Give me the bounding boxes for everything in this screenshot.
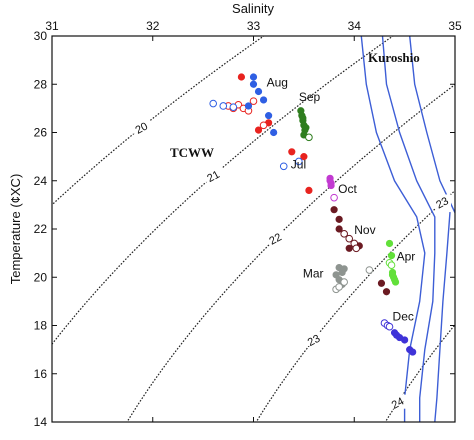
data-point <box>382 288 391 296</box>
data-point-open <box>219 102 228 110</box>
month-label-oct: Oct <box>338 182 357 196</box>
x-tick-label: 35 <box>448 19 462 33</box>
isopycnal-label-bg <box>204 167 223 182</box>
data-point <box>270 128 278 137</box>
data-point-open <box>295 157 303 166</box>
data-point <box>377 279 386 287</box>
isopycnal-label-22: 22 <box>267 231 283 247</box>
data-point <box>299 114 307 122</box>
data-point <box>265 112 273 120</box>
isopycnal-label-bg <box>266 230 285 245</box>
isopycnal-label-bg <box>304 331 323 346</box>
month-label-mar: Mar <box>303 266 324 280</box>
x-tick-label: 33 <box>247 19 261 33</box>
isopycnal-label-23: 23 <box>306 333 322 349</box>
data-point-open <box>305 133 313 142</box>
data-point-open <box>387 261 396 269</box>
month-label-nov: Nov <box>354 223 375 237</box>
isopycnal-label-23: 23 <box>434 195 450 211</box>
x-tick-label: 34 <box>348 19 362 33</box>
month-label-dec: Dec <box>393 310 414 324</box>
isopycnal-label-bg <box>132 119 151 134</box>
isopycnal-line-21 <box>52 36 395 346</box>
data-point <box>254 126 263 134</box>
data-point <box>244 102 253 110</box>
x-tick-label: 32 <box>146 19 160 33</box>
data-point <box>302 124 310 132</box>
data-point-open <box>335 283 343 291</box>
data-point <box>300 153 308 161</box>
isopycnal-line-20 <box>52 36 265 206</box>
data-point-open <box>340 230 348 238</box>
data-point-open <box>249 97 258 105</box>
data-point <box>409 348 417 356</box>
plot-frame <box>51 35 456 423</box>
month-label-apr: Apr <box>397 249 416 263</box>
isopycnal-lines <box>52 36 455 422</box>
kuroshio-label: Kuroshio <box>368 50 420 65</box>
data-point <box>305 186 313 194</box>
data-point <box>330 206 338 214</box>
data-point <box>249 73 258 81</box>
month-label-sep: Sep <box>299 90 321 104</box>
data-points <box>209 73 417 356</box>
isopycnal-labels: 20212223242523 <box>132 119 451 412</box>
y-tick-label: 18 <box>34 319 48 333</box>
month-label-jul: Jul <box>291 158 306 172</box>
isopycnal-label-21: 21 <box>205 169 221 185</box>
data-point-open <box>340 278 348 286</box>
isopycnal-label-20: 20 <box>133 120 149 136</box>
y-tick-label: 30 <box>34 29 48 43</box>
kuroshio-boundary-line <box>434 212 451 422</box>
month-label-aug: Aug <box>267 76 288 90</box>
data-point-open <box>385 322 394 331</box>
data-point <box>335 225 343 233</box>
kuroshio-boundary-lines <box>360 36 455 422</box>
data-point <box>340 265 348 273</box>
x-tick-label: 31 <box>45 19 59 33</box>
data-point <box>254 87 263 96</box>
data-point <box>388 271 397 279</box>
isopycnal-label-bg <box>388 394 407 409</box>
y-tick-label: 24 <box>34 174 48 188</box>
data-point-open <box>352 244 361 253</box>
x-axis-title: Salinity <box>232 1 274 16</box>
isopycnal-line-23 <box>255 189 455 422</box>
data-point-open <box>259 121 268 130</box>
data-point-open <box>330 193 338 202</box>
isopycnal-line-24 <box>384 323 455 422</box>
isopycnal-label-bg <box>432 194 451 209</box>
data-point <box>288 148 296 156</box>
y-axis-title: Temperature (¢XC) <box>8 174 23 285</box>
data-point-open <box>229 103 238 111</box>
data-point <box>335 215 343 223</box>
data-point-open <box>345 234 354 243</box>
kuroshio-boundary-line <box>409 36 455 215</box>
data-point <box>259 96 268 104</box>
isopycnal-label-24: 24 <box>390 395 406 411</box>
data-point <box>387 251 396 260</box>
kuroshio-boundary-line <box>360 36 426 422</box>
data-point-open <box>209 99 217 108</box>
y-tick-label: 14 <box>34 415 48 429</box>
month-labels: Jul Aug Sep Oct Nov Mar Apr Dec <box>267 76 416 324</box>
data-point-open <box>365 266 374 274</box>
data-point-open <box>279 162 288 171</box>
axis-ticks: 31 32 33 34 35 14 16 18 20 22 24 26 28 30 <box>34 19 462 429</box>
y-tick-label: 22 <box>34 222 48 236</box>
tcww-label: TCWW <box>170 145 214 160</box>
data-point <box>385 239 394 248</box>
data-point <box>327 181 335 190</box>
y-tick-label: 20 <box>34 270 48 284</box>
data-point <box>401 336 409 344</box>
isopycnal-line-22 <box>126 83 455 422</box>
y-tick-label: 26 <box>34 126 48 140</box>
data-point <box>237 73 246 81</box>
y-tick-label: 28 <box>34 77 48 91</box>
data-point <box>391 278 400 286</box>
kuroshio-boundary-line <box>381 36 436 422</box>
y-tick-label: 16 <box>34 367 48 381</box>
data-point <box>249 80 258 88</box>
